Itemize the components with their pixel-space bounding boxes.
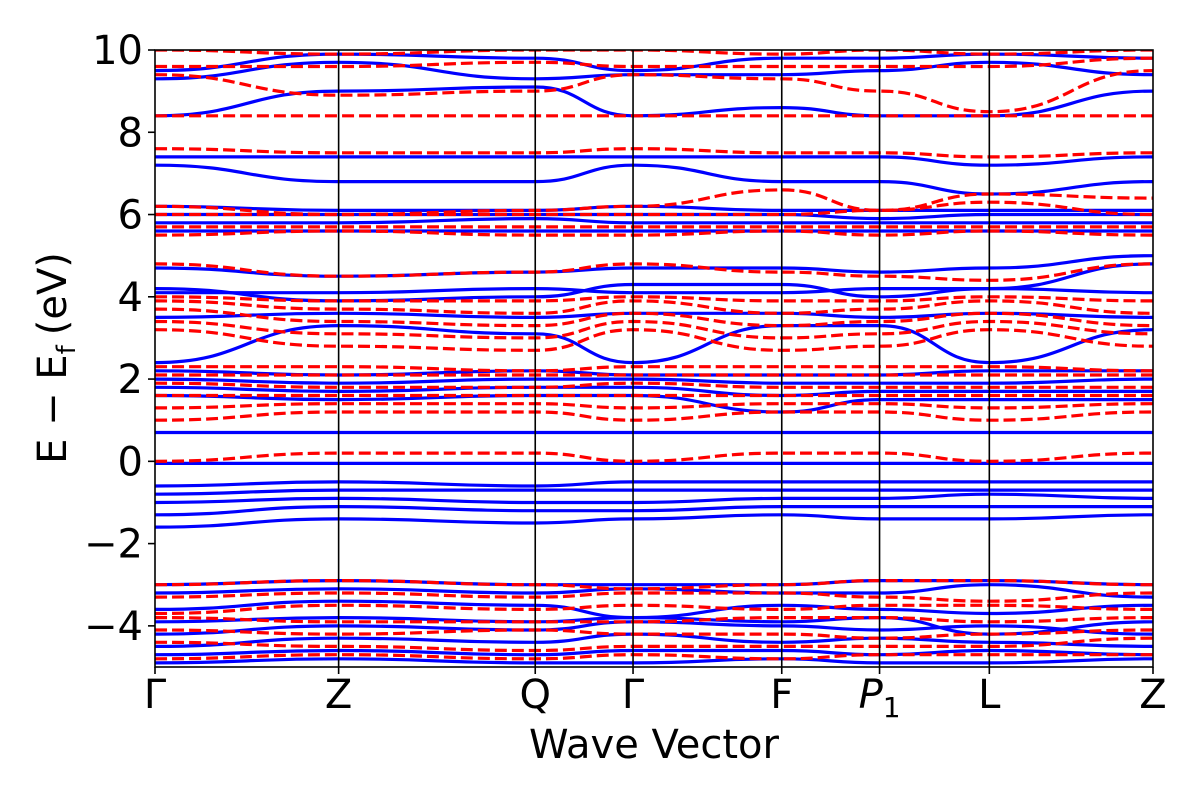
dashed-band-line [155,50,1153,56]
dashed-band-line [155,295,1153,303]
dashed-band-line [155,307,1153,328]
dashed-band-line [155,578,1153,591]
y-axis-label-main: E − E [30,354,76,464]
x-tick-label-main: Z [1139,672,1166,718]
x-ticks: Γ Z Q Γ F P1 L Z [144,667,1167,724]
y-axis-label: E − Ef (eV) [30,252,82,464]
x-tick-label-subscript: 1 [883,691,901,724]
plot-frame [154,49,1154,668]
dashed-band-line [155,319,1153,340]
x-tick-label-main: Γ [622,672,645,718]
dashed-band-line [155,615,1153,624]
y-axis-label-subscript: f [52,344,82,354]
y-tick-label: −4 [84,604,143,650]
x-tick-label: F [770,672,793,718]
x-tick-label-main: L [978,672,1001,718]
x-tick-label-main: Z [325,672,352,718]
x-tick-label: Z [325,672,352,718]
x-tick-label: P1 [859,672,901,724]
dashed-band-line [155,402,1153,410]
x-tick-label-main: P [859,672,884,718]
solid-band-line [155,262,1153,303]
dashed-band-line [155,262,1153,282]
dashed-band-line [155,365,1153,373]
kpoint-lines [337,50,991,667]
dashed-band-line [155,229,1153,237]
solid-band-line [155,615,1153,636]
x-tick-label: Γ [622,672,645,718]
y-tick-label: 10 [92,28,143,74]
y-tick-label: 2 [118,357,143,403]
dashed-band-line [155,381,1153,389]
y-axis-label-unit: (eV) [30,252,76,335]
x-tick-label-main: Q [519,672,550,718]
plot-background [155,50,1153,667]
dashed-band-line [155,653,1153,661]
y-ticks: −4 −2 0 2 4 6 8 10 [84,28,155,650]
dashed-band-line [155,188,1153,217]
dashed-band-line [155,147,1153,159]
x-tick-label: Q [519,672,550,718]
dashed-band-line [155,591,1153,603]
dashed-band-line [155,628,1153,640]
x-tick-label-main: F [770,672,793,718]
y-tick-label: −2 [84,522,143,568]
x-tick-label-main: Γ [144,672,167,718]
solid-band-line [155,599,1153,620]
y-tick-label: 8 [118,110,143,156]
x-tick-label: Γ [144,672,167,718]
y-tick-label: 6 [118,193,143,239]
x-tick-label: L [978,672,1001,718]
y-tick-label: 4 [118,275,143,321]
dashed-band-line [155,603,1153,616]
y-tick-label: 0 [118,439,143,485]
dashed-band-line [155,299,1153,315]
x-axis-label: Wave Vector [529,722,780,768]
solid-band-line [155,620,1153,636]
x-tick-label: Z [1139,672,1166,718]
dashed-band-line [155,328,1153,352]
